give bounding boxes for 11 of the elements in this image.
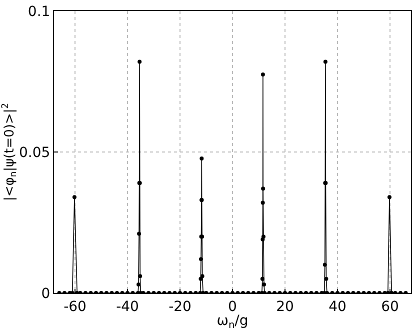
y-tick-label: 0 [41,286,50,302]
x-tick-label: -20 [168,298,192,315]
x-tick-label: 20 [276,298,294,315]
x-tick-label: -40 [116,298,139,315]
x-tick-label: 60 [381,298,399,315]
y-tick-label: 0.05 [19,144,50,161]
x-axis-title: ω$_{n}$/g [216,313,248,331]
x-tick-label: -60 [64,298,86,315]
y-tick-label: 0.1 [28,4,50,20]
x-tick-label: 0 [228,298,237,315]
x-tick-label: 40 [328,298,346,315]
